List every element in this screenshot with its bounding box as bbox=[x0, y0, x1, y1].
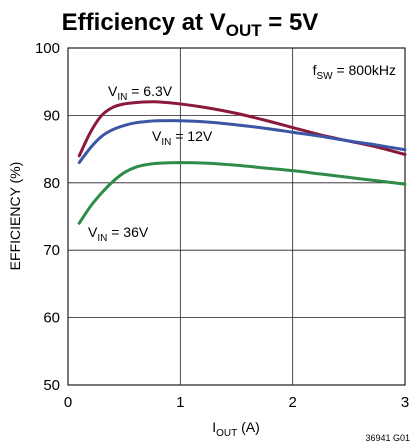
series-label-vin-36v: VIN = 36V bbox=[88, 224, 149, 244]
y-tick-label: 50 bbox=[43, 377, 60, 394]
y-tick-label: 90 bbox=[43, 107, 60, 124]
y-tick-label: 70 bbox=[43, 242, 60, 259]
plot-frame bbox=[67, 47, 406, 386]
series-label-vin-12v: VIN = 12V bbox=[152, 128, 213, 148]
series-line-1 bbox=[77, 119, 407, 165]
series-label-vin-6-3v: VIN = 6.3V bbox=[108, 83, 173, 103]
y-tick-label: 100 bbox=[35, 40, 60, 57]
y-tick-label: 80 bbox=[43, 175, 60, 192]
x-tick-label: 1 bbox=[176, 394, 184, 411]
series-line-2 bbox=[77, 161, 407, 225]
y-axis-label: EFFICIENCY (%) bbox=[7, 162, 23, 271]
y-tick-label: 60 bbox=[43, 310, 60, 327]
series-group bbox=[77, 100, 407, 225]
x-tick-label: 2 bbox=[288, 394, 296, 411]
x-tick-labels: 0 1 2 3 bbox=[64, 394, 409, 411]
figure-code: 36941 G01 bbox=[365, 433, 410, 443]
x-axis-label: IOUT (A) bbox=[212, 419, 260, 439]
switching-frequency-annotation: fSW = 800kHz bbox=[313, 62, 396, 82]
x-tick-label: 3 bbox=[401, 394, 409, 411]
chart-title: Efficiency at VOUT = 5V bbox=[62, 9, 319, 40]
series-line-0 bbox=[77, 100, 407, 158]
y-tick-labels: 50 60 70 80 90 100 bbox=[35, 40, 60, 394]
x-tick-label: 0 bbox=[64, 394, 72, 411]
